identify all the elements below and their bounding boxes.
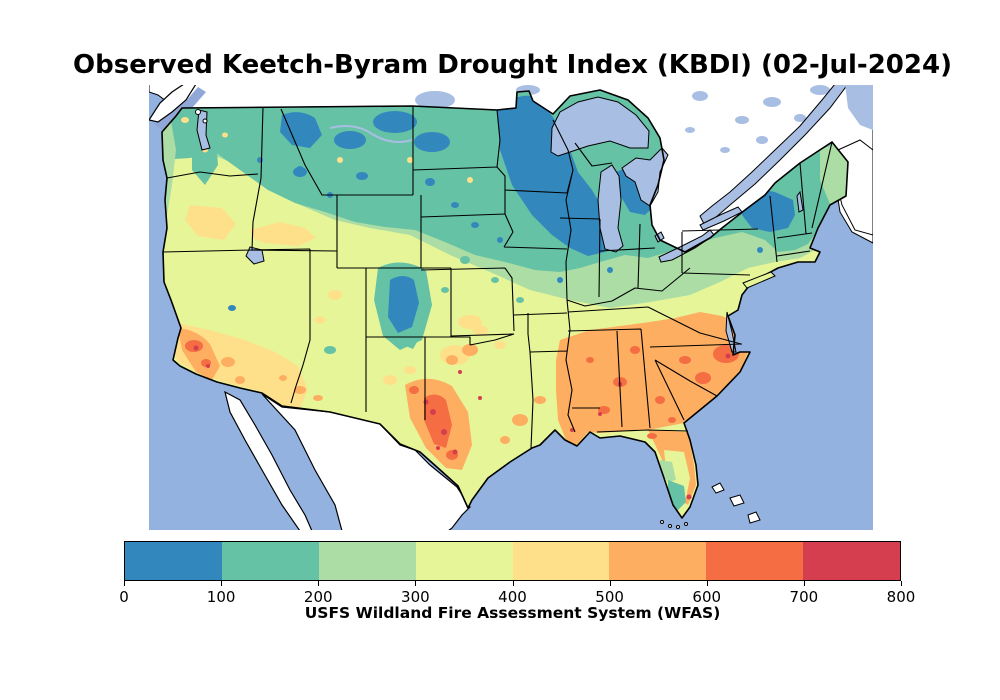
vancouver-island	[149, 85, 197, 123]
lake-superior	[550, 96, 650, 157]
colorbar-band-0-100	[125, 542, 222, 580]
colorbar-tick-label: 200	[303, 588, 333, 606]
colorbar-tick-mark	[706, 581, 708, 586]
puget-sound	[196, 109, 211, 151]
colorbar-tick-mark	[221, 581, 223, 586]
us-outline	[161, 89, 849, 519]
missouri-river	[329, 125, 413, 143]
long-island	[742, 271, 776, 289]
colorbar-tick-mark	[415, 581, 417, 586]
great-lakes	[196, 96, 804, 353]
colorbar-band-700-800	[803, 542, 900, 580]
st-lawrence-river	[699, 85, 848, 225]
colorbar-band-600-700	[706, 542, 804, 580]
baja-california	[224, 390, 313, 530]
colorbar-tick-label: 400	[498, 588, 527, 606]
colorbar-tick-label: 100	[206, 588, 236, 606]
colorbar-band-300-400	[415, 542, 513, 580]
colorbar-tick-mark	[124, 581, 125, 586]
colorbar-band-500-600	[609, 542, 707, 580]
colorbar-tick-label: 700	[789, 588, 819, 606]
colorbar-tick-label: 300	[401, 588, 430, 606]
colorbar-tick-mark	[803, 581, 805, 586]
colorbar-band-100-200	[221, 542, 319, 580]
colorbar-tick-label: 600	[692, 588, 722, 606]
colorbar-tick-mark	[512, 581, 514, 586]
strait-of-georgia	[154, 87, 206, 130]
colorbar-band-400-500	[512, 542, 610, 580]
colorbar-label: USFS Wildland Fire Assessment System (WF…	[304, 604, 721, 622]
colorbar	[124, 541, 901, 581]
islands	[195, 109, 761, 529]
gulf-st-lawrence	[845, 85, 873, 130]
colorbar-tick-label: 0	[119, 588, 129, 606]
lake-champlain	[796, 190, 804, 213]
state-borders	[162, 106, 833, 449]
chart-title: Observed Keetch-Byram Drought Index (KBD…	[73, 50, 952, 80]
colorbar-band-200-300	[318, 542, 416, 580]
colorbar-axis: 0 100 200 300 400 500 600 700 800	[119, 581, 915, 611]
colorbar-tick-label: 800	[886, 588, 916, 606]
colorbar-tick-mark	[901, 581, 902, 586]
colorbar-tick-mark	[609, 581, 611, 586]
colorbar-tick-mark	[318, 581, 320, 586]
colorbar-tick-label: 500	[595, 588, 624, 606]
